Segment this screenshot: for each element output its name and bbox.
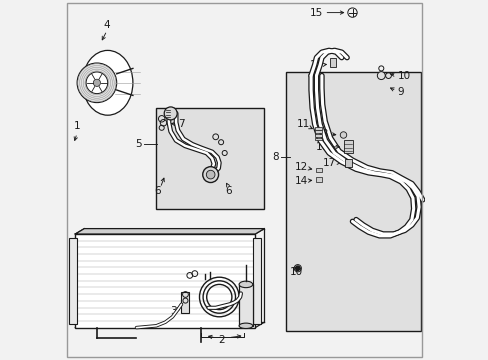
Circle shape bbox=[164, 107, 177, 120]
Bar bbox=[315, 177, 322, 182]
Bar bbox=[314, 138, 321, 140]
Text: 10: 10 bbox=[397, 71, 410, 81]
Bar bbox=[343, 140, 352, 153]
Bar bbox=[239, 284, 252, 326]
Text: 6: 6 bbox=[224, 186, 231, 196]
Text: 6: 6 bbox=[154, 186, 161, 196]
Ellipse shape bbox=[239, 281, 252, 288]
Text: 11: 11 bbox=[297, 119, 310, 129]
Ellipse shape bbox=[82, 50, 133, 115]
Text: 3: 3 bbox=[170, 306, 177, 316]
Text: 16: 16 bbox=[315, 142, 328, 152]
Text: 7: 7 bbox=[178, 119, 184, 129]
Circle shape bbox=[377, 72, 385, 80]
Text: 12: 12 bbox=[294, 162, 307, 172]
Text: 8: 8 bbox=[272, 152, 279, 162]
Text: 10: 10 bbox=[289, 267, 302, 277]
Bar bbox=[329, 58, 335, 67]
Circle shape bbox=[93, 79, 101, 86]
Text: 15: 15 bbox=[309, 8, 322, 18]
Circle shape bbox=[206, 170, 215, 179]
Text: 1: 1 bbox=[74, 121, 80, 131]
Polygon shape bbox=[75, 229, 264, 234]
Text: 9: 9 bbox=[397, 87, 403, 97]
Bar bbox=[314, 134, 321, 137]
Bar bbox=[315, 168, 322, 172]
Text: 14: 14 bbox=[294, 176, 307, 186]
Bar bbox=[181, 292, 189, 313]
Circle shape bbox=[203, 167, 218, 183]
Circle shape bbox=[86, 72, 107, 94]
Bar bbox=[344, 159, 351, 167]
Circle shape bbox=[295, 266, 299, 270]
Bar bbox=[156, 108, 264, 209]
Text: 17: 17 bbox=[323, 158, 336, 168]
Bar bbox=[75, 234, 255, 328]
Text: 3: 3 bbox=[253, 314, 260, 324]
Bar bbox=[285, 72, 420, 331]
Bar bbox=[69, 238, 77, 324]
Text: 5: 5 bbox=[135, 139, 142, 149]
Text: 2: 2 bbox=[218, 335, 224, 345]
Text: 13: 13 bbox=[309, 60, 323, 70]
Bar bbox=[314, 127, 321, 130]
Ellipse shape bbox=[239, 323, 252, 328]
Text: 4: 4 bbox=[103, 20, 110, 30]
Circle shape bbox=[77, 63, 117, 103]
Bar bbox=[253, 238, 261, 324]
Text: 18: 18 bbox=[315, 129, 328, 139]
Circle shape bbox=[340, 132, 346, 138]
Bar bbox=[314, 130, 321, 133]
